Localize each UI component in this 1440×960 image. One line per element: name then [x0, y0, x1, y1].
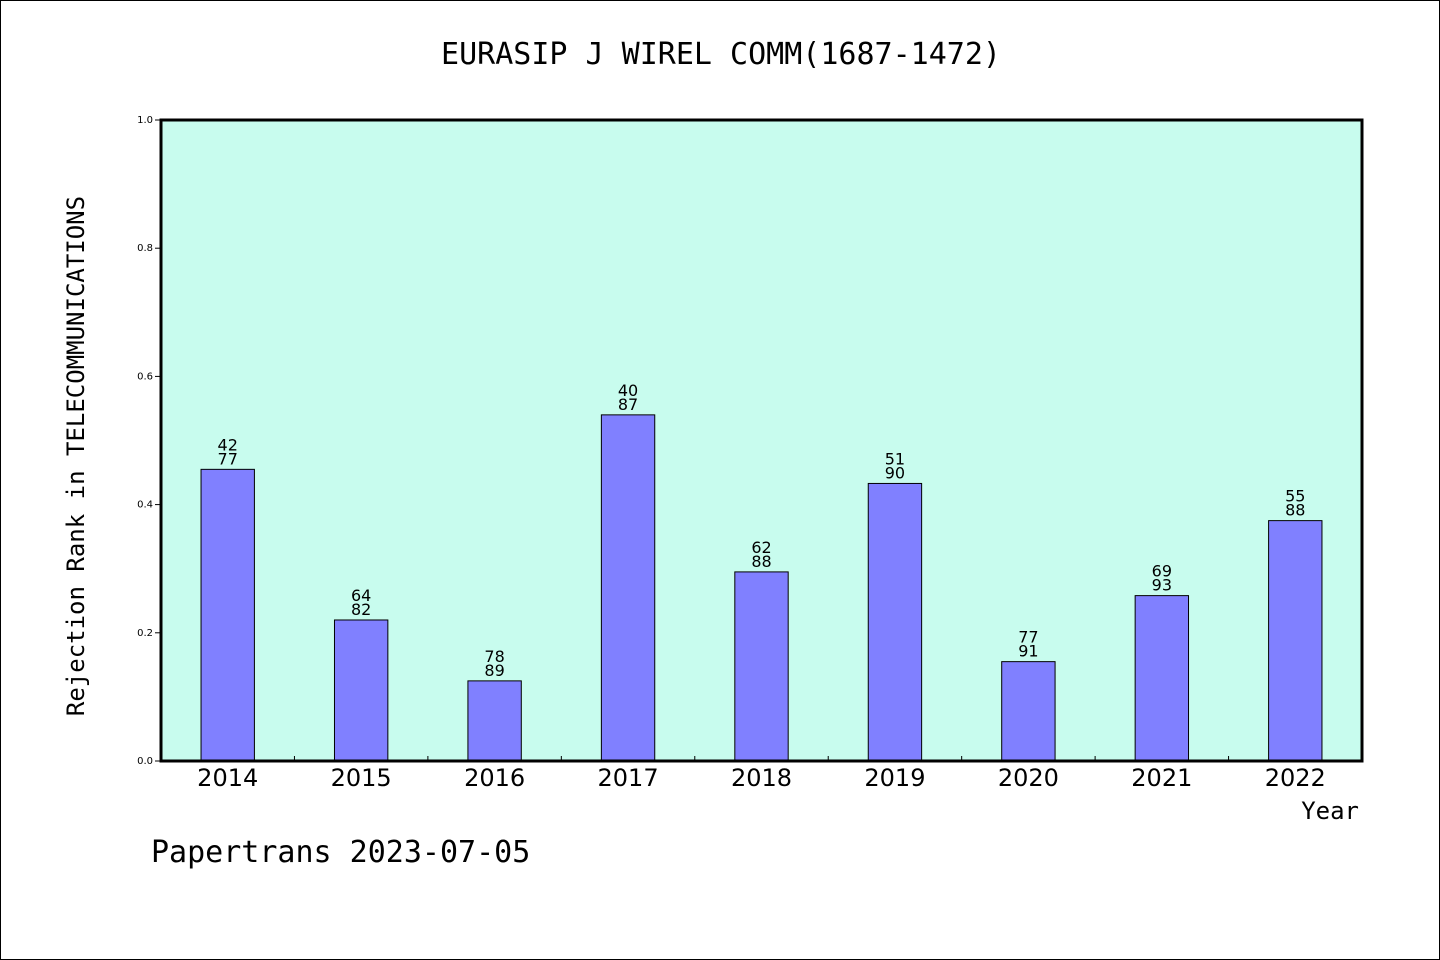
y-tick-label: 0.4: [137, 500, 153, 511]
y-tick-label: 0.8: [137, 243, 153, 254]
bar-data-label-bottom: 87: [618, 395, 638, 414]
footer-stamp: Papertrans 2023-07-05: [151, 835, 531, 870]
bar-data-label-bottom: 82: [351, 600, 371, 619]
y-tick-label: 0.0: [137, 756, 153, 767]
bar-data-label-bottom: 93: [1152, 576, 1172, 595]
bar: [1134, 595, 1190, 762]
x-tick-label: 2020: [998, 764, 1059, 792]
bar-data-label-top: 40: [618, 381, 638, 400]
chart-title: EURASIP J WIREL COMM(1687-1472): [441, 37, 1001, 72]
bar-data-label-bottom: 91: [1018, 642, 1038, 661]
bar-data-label-top: 69: [1152, 562, 1172, 581]
x-tick-label: 2019: [864, 764, 925, 792]
bar-data-label-top: 55: [1285, 487, 1305, 506]
bar: [734, 571, 789, 762]
bar: [1001, 661, 1056, 762]
bar-data-label-top: 62: [751, 538, 771, 557]
bar-data-label-bottom: 90: [885, 463, 905, 482]
bar-data-label-bottom: 88: [1285, 501, 1305, 520]
bar-data-label-bottom: 77: [218, 449, 238, 468]
bar: [867, 482, 923, 762]
bar-data-label-bottom: 89: [484, 661, 504, 680]
bar-data-label-top: 77: [1018, 628, 1038, 647]
bar: [333, 619, 389, 762]
x-tick-label: 2018: [731, 764, 792, 792]
plot-frame: [159, 118, 1364, 763]
bar: [600, 414, 656, 762]
x-tick-label: 2015: [331, 764, 392, 792]
x-tick-label: 2022: [1265, 764, 1326, 792]
bar: [467, 680, 522, 762]
x-tick-label: 2014: [197, 764, 258, 792]
y-tick-label: 1.0: [137, 115, 153, 126]
y-tick-label: 0.6: [137, 371, 153, 382]
x-tick-label: 2017: [598, 764, 659, 792]
x-axis-label: Year: [1301, 797, 1359, 825]
y-tick-label: 0.2: [137, 628, 153, 639]
bar-data-label-top: 51: [885, 449, 905, 468]
x-tick-label: 2021: [1131, 764, 1192, 792]
bar: [200, 468, 255, 762]
bar: [1268, 520, 1323, 762]
x-tick-label: 2016: [464, 764, 525, 792]
bar-data-label-top: 64: [351, 586, 371, 605]
bar-data-label-top: 78: [484, 647, 504, 666]
bar-data-label-top: 42: [218, 435, 238, 454]
bar-data-label-bottom: 88: [751, 552, 771, 571]
